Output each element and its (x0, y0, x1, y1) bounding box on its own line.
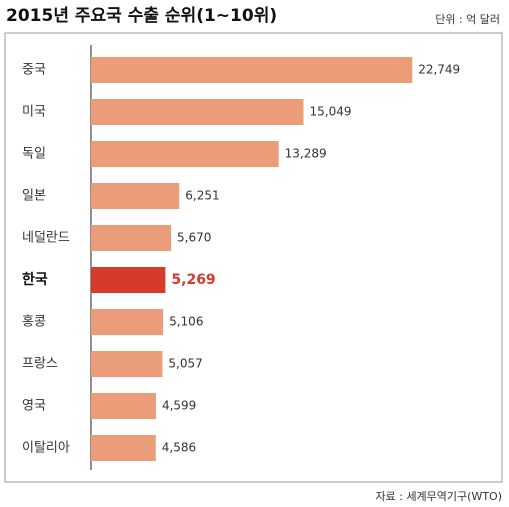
bar (91, 393, 156, 419)
bar (91, 267, 166, 293)
category-label: 일본 (22, 189, 46, 204)
frame (4, 32, 503, 483)
bar (91, 435, 156, 461)
value-label: 5,057 (168, 357, 202, 371)
value-label: 5,269 (171, 272, 215, 288)
category-label: 독일 (22, 147, 46, 162)
unit-label: 단위 : 억 달러 (435, 13, 500, 26)
bar (91, 99, 304, 125)
value-label: 4,599 (162, 399, 196, 413)
category-label: 이탈리아 (22, 441, 70, 456)
source: 자료 : 세계무역기구(WTO) (376, 490, 503, 503)
category-label: 미국 (22, 105, 46, 120)
category-label: 홍콩 (22, 315, 46, 330)
value-label: 15,049 (309, 105, 351, 119)
bar (91, 141, 279, 167)
bar (91, 57, 413, 83)
bar (91, 309, 164, 335)
chart-title: 2015년 주요국 수출 순위(1~10위) (6, 6, 277, 26)
bar (91, 225, 172, 251)
category-label: 한국 (22, 272, 48, 288)
value-label: 5,670 (177, 231, 211, 245)
category-label: 영국 (22, 399, 46, 414)
value-label: 5,106 (169, 315, 203, 329)
value-label: 6,251 (185, 189, 219, 203)
value-label: 22,749 (418, 63, 460, 77)
bar (91, 183, 180, 209)
category-label: 프랑스 (22, 357, 58, 372)
value-label: 4,586 (162, 441, 196, 455)
category-label: 중국 (22, 63, 46, 78)
bar (91, 351, 163, 377)
category-label: 네덜란드 (22, 231, 70, 246)
value-label: 13,289 (285, 147, 327, 161)
